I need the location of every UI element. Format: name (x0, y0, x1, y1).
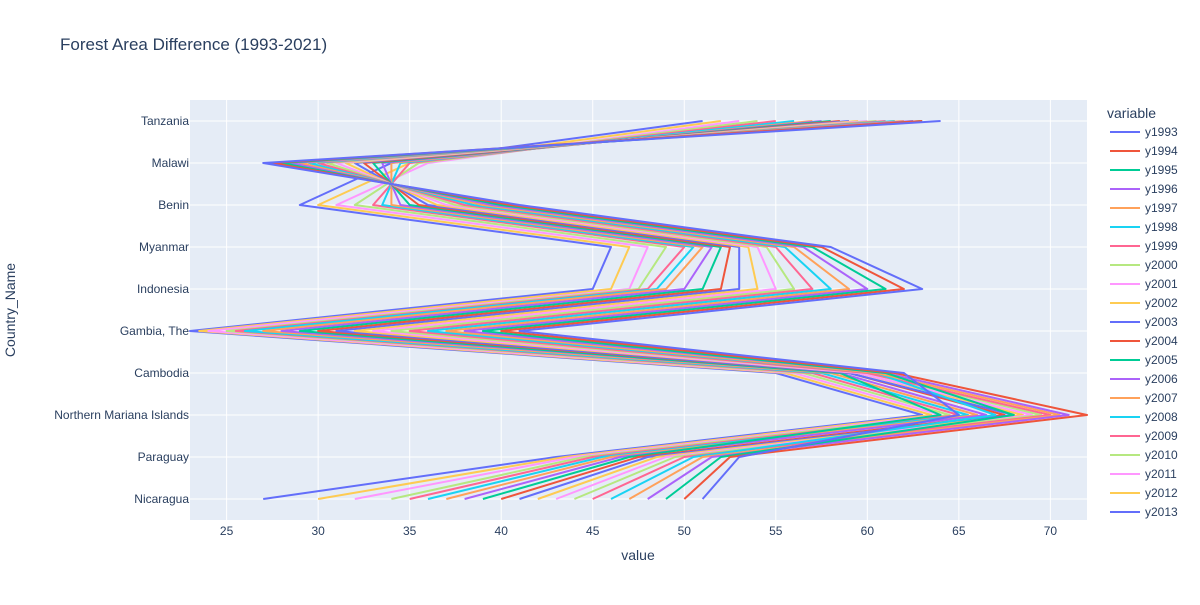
legend-label: y2008 (1145, 410, 1178, 424)
legend-label: y1999 (1145, 239, 1178, 253)
legend-label: y2013 (1145, 505, 1178, 519)
x-axis-ticks: 25 30 35 40 45 50 55 60 65 70 (220, 524, 1057, 538)
legend-label: y2005 (1145, 353, 1178, 367)
series-line-y2013 (189, 120, 924, 500)
x-tick-label: 25 (220, 524, 234, 538)
legend-item-y2006[interactable]: y2006 (1110, 372, 1178, 386)
legend-item-y2005[interactable]: y2005 (1110, 353, 1178, 367)
legend-label: y2004 (1145, 334, 1178, 348)
y-tick-label: Nicaragua (134, 492, 189, 506)
legend-label: y1996 (1145, 182, 1178, 196)
x-tick-label: 65 (952, 524, 966, 538)
legend-label: y2001 (1145, 277, 1178, 291)
y-tick-label: Myanmar (139, 240, 189, 254)
legend-label: y1994 (1145, 144, 1178, 158)
x-tick-label: 55 (769, 524, 783, 538)
series-line-y1993 (262, 120, 960, 500)
y-tick-label: Indonesia (137, 282, 189, 296)
x-tick-label: 70 (1044, 524, 1058, 538)
legend-item-y2004[interactable]: y2004 (1110, 334, 1178, 348)
legend-item-y2013[interactable]: y2013 (1110, 505, 1178, 519)
legend-label: y2006 (1145, 372, 1178, 386)
y-tick-label: Cambodia (134, 366, 189, 380)
legend-item-y2010[interactable]: y2010 (1110, 448, 1178, 462)
legend-label: y1995 (1145, 163, 1178, 177)
legend-label: y1998 (1145, 220, 1178, 234)
legend-item-y1996[interactable]: y1996 (1110, 182, 1178, 196)
legend-title: variable (1107, 105, 1156, 121)
legend-item-y2009[interactable]: y2009 (1110, 429, 1178, 443)
legend-item-y2008[interactable]: y2008 (1110, 410, 1178, 424)
legend-label: y2012 (1145, 486, 1178, 500)
y-tick-label: Gambia, The (120, 324, 189, 338)
legend-label: y2003 (1145, 315, 1178, 329)
legend-label: y1997 (1145, 201, 1178, 215)
legend-item-y1999[interactable]: y1999 (1110, 239, 1178, 253)
series-line-y2011 (207, 120, 942, 500)
legend-label: y1993 (1145, 125, 1178, 139)
legend-item-y2002[interactable]: y2002 (1110, 296, 1178, 310)
x-tick-label: 45 (586, 524, 600, 538)
x-axis-title: value (621, 547, 655, 563)
series-lines (189, 120, 1088, 500)
legend-item-y2011[interactable]: y2011 (1110, 467, 1177, 481)
y-tick-label: Benin (158, 198, 189, 212)
legend-label: y2011 (1145, 467, 1177, 481)
legend-label: y2009 (1145, 429, 1178, 443)
y-tick-label: Northern Mariana Islands (54, 408, 189, 422)
y-axis-ticks: Tanzania Malawi Benin Myanmar Indonesia Gambi… (54, 114, 189, 506)
legend-item-y1993[interactable]: y1993 (1110, 125, 1178, 139)
legend-item-y2007[interactable]: y2007 (1110, 391, 1178, 405)
legend-item-y1995[interactable]: y1995 (1110, 163, 1178, 177)
legend-item-y2003[interactable]: y2003 (1110, 315, 1178, 329)
y-tick-label: Paraguay (138, 450, 189, 464)
x-tick-label: 50 (678, 524, 692, 538)
legend: y1993 y1994 y1995 y1996 y1997 y1998 y1999 y2000… (1110, 125, 1178, 519)
x-tick-label: 40 (495, 524, 509, 538)
x-tick-label: 60 (861, 524, 875, 538)
legend-item-y1998[interactable]: y1998 (1110, 220, 1178, 234)
y-axis-title: Country_Name (2, 263, 18, 357)
series-line-y2012 (198, 120, 933, 500)
legend-label: y2002 (1145, 296, 1178, 310)
x-tick-label: 30 (311, 524, 325, 538)
legend-item-y2001[interactable]: y2001 (1110, 277, 1178, 291)
legend-label: y2010 (1145, 448, 1178, 462)
legend-item-y1994[interactable]: y1994 (1110, 144, 1178, 158)
legend-item-y1997[interactable]: y1997 (1110, 201, 1178, 215)
legend-label: y2000 (1145, 258, 1178, 272)
legend-label: y2007 (1145, 391, 1178, 405)
legend-item-y2012[interactable]: y2012 (1110, 486, 1178, 500)
y-tick-label: Tanzania (141, 114, 189, 128)
legend-item-y2000[interactable]: y2000 (1110, 258, 1178, 272)
chart-title: Forest Area Difference (1993-2021) (60, 35, 327, 54)
x-tick-label: 35 (403, 524, 417, 538)
y-tick-label: Malawi (152, 156, 189, 170)
